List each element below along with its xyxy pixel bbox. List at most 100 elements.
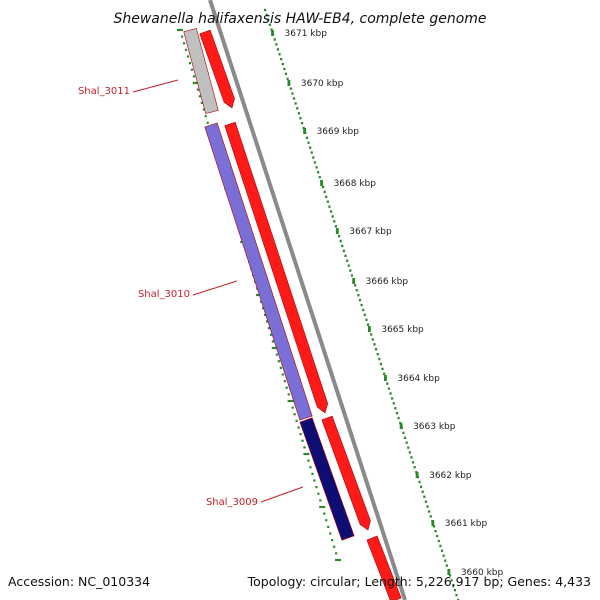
ruler-major-tick bbox=[287, 80, 291, 86]
topology-info-text: Topology: circular; Length: 5,226,917 bp… bbox=[247, 574, 591, 589]
ruler-minor-tick bbox=[386, 382, 389, 385]
gene-label[interactable]: Shal_3011 bbox=[78, 86, 130, 97]
ruler-minor-tick bbox=[397, 416, 400, 420]
gene-leader-line bbox=[260, 486, 304, 503]
ruler-minor-tick bbox=[452, 584, 455, 587]
ruler-label: 3665 kbp bbox=[381, 325, 424, 335]
backbone bbox=[208, 0, 407, 600]
ruler-minor-tick bbox=[331, 215, 334, 218]
feature-tick bbox=[287, 399, 294, 403]
ruler-minor-tick bbox=[312, 156, 315, 159]
feature-tick bbox=[317, 492, 320, 495]
feature-tick bbox=[192, 81, 199, 85]
feature-tick bbox=[295, 419, 298, 422]
ruler-ticks bbox=[177, 8, 460, 600]
feature-tick bbox=[319, 505, 326, 509]
feature-tick bbox=[186, 55, 190, 58]
gene-label[interactable]: Shal_3009 bbox=[206, 497, 258, 508]
ruler-minor-tick bbox=[291, 92, 294, 95]
ruler-minor-tick bbox=[387, 387, 391, 390]
ruler-labels: 3671 kbp 3670 kbp 3669 kbp 3668 kbp 3667 kbp… bbox=[285, 29, 504, 578]
ruler-minor-tick bbox=[420, 485, 423, 489]
ruler-minor-tick bbox=[276, 48, 280, 51]
feature-tick bbox=[198, 95, 201, 98]
ruler-minor-tick bbox=[350, 274, 354, 277]
ruler-minor-tick bbox=[408, 451, 411, 454]
ruler-minor-tick bbox=[297, 112, 300, 115]
ruler-label: 3668 kbp bbox=[334, 179, 377, 189]
ruler-minor-tick bbox=[432, 525, 436, 528]
feature-tick bbox=[323, 512, 326, 515]
ruler-label: 3664 kbp bbox=[397, 374, 440, 384]
ruler-minor-tick bbox=[317, 171, 320, 174]
ruler-minor-tick bbox=[358, 298, 362, 302]
feature-tick bbox=[335, 552, 338, 555]
ruler-label: 3660 kbp bbox=[461, 568, 504, 578]
ruler-major-tick bbox=[352, 278, 356, 284]
feature-tick bbox=[182, 42, 186, 45]
feature-tick bbox=[283, 380, 286, 383]
feature-tick bbox=[331, 539, 334, 542]
cds-arrow bbox=[224, 121, 329, 414]
ruler-minor-tick bbox=[429, 515, 432, 518]
ruler-minor-tick bbox=[323, 190, 326, 194]
ruler-minor-tick bbox=[265, 13, 268, 17]
feature-tick bbox=[303, 452, 310, 456]
cds-arrow bbox=[321, 415, 371, 531]
ruler-minor-tick bbox=[376, 352, 379, 356]
ruler-label: 3667 kbp bbox=[349, 227, 392, 237]
feature-tick bbox=[196, 88, 199, 91]
ruler-major-tick bbox=[415, 472, 419, 478]
ruler-minor-tick bbox=[418, 480, 421, 484]
gene-labels: Shal_3011 Shal_3010 Shal_3009 bbox=[78, 79, 304, 508]
ruler-label: 3670 kbp bbox=[301, 79, 344, 89]
ruler-minor-tick bbox=[328, 205, 331, 208]
gene-leader-line bbox=[132, 79, 179, 93]
feature-tick bbox=[301, 439, 304, 442]
ruler-minor-tick bbox=[444, 559, 447, 562]
ruler-minor-tick bbox=[423, 495, 426, 498]
feature-tick bbox=[261, 307, 265, 310]
feature-tick bbox=[309, 466, 312, 469]
feature-tick bbox=[319, 499, 322, 502]
ruler-minor-tick bbox=[283, 67, 286, 71]
ruler-minor-tick bbox=[354, 284, 357, 287]
ruler-minor-tick bbox=[405, 441, 408, 444]
ruler-minor-tick bbox=[280, 57, 283, 61]
ruler-minor-tick bbox=[299, 116, 302, 120]
ruler-minor-tick bbox=[264, 8, 267, 12]
feature-tick bbox=[287, 393, 290, 396]
ruler-minor-tick bbox=[325, 195, 328, 199]
ruler-minor-tick bbox=[362, 308, 365, 312]
gene-feature-shal-3009 bbox=[299, 417, 355, 541]
feature-tick bbox=[200, 101, 203, 104]
ruler-minor-tick bbox=[411, 461, 415, 464]
ruler-minor-tick bbox=[365, 318, 368, 321]
ruler-minor-tick bbox=[321, 185, 325, 189]
ruler-minor-tick bbox=[370, 333, 373, 336]
feature-tick bbox=[202, 108, 205, 111]
ruler-label: 3661 kbp bbox=[445, 519, 488, 529]
ruler-label: 3666 kbp bbox=[366, 277, 409, 287]
ruler-major-tick bbox=[320, 180, 323, 186]
ruler-major-tick bbox=[335, 228, 339, 234]
ruler-minor-tick bbox=[349, 269, 352, 272]
gene-label[interactable]: Shal_3010 bbox=[138, 289, 190, 300]
ruler-minor-tick bbox=[310, 151, 313, 154]
feature-tick bbox=[269, 333, 273, 336]
ruler-minor-tick bbox=[391, 397, 394, 400]
ruler-minor-tick bbox=[402, 431, 405, 435]
ruler-minor-tick bbox=[333, 220, 336, 223]
feature-tick bbox=[299, 433, 302, 436]
ruler-minor-tick bbox=[309, 146, 312, 149]
ruler-minor-tick bbox=[389, 392, 392, 395]
ruler-label: 3662 kbp bbox=[429, 471, 472, 481]
ruler-minor-tick bbox=[410, 456, 413, 459]
ruler-minor-tick bbox=[434, 529, 437, 533]
ruler-minor-tick bbox=[296, 107, 299, 110]
feature-tick bbox=[293, 413, 296, 416]
ruler-minor-tick bbox=[342, 249, 346, 253]
ruler-minor-tick bbox=[407, 446, 410, 449]
ruler-minor-tick bbox=[318, 175, 321, 179]
cds-arrow bbox=[366, 535, 402, 600]
